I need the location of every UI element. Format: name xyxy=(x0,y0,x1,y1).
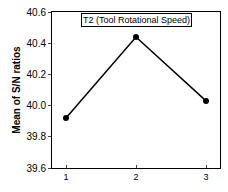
svg-text:1: 1 xyxy=(63,172,68,182)
svg-text:39.6: 39.6 xyxy=(27,163,47,174)
svg-text:3: 3 xyxy=(203,172,208,182)
svg-text:40.6: 40.6 xyxy=(27,7,47,18)
svg-text:40.4: 40.4 xyxy=(27,38,47,49)
svg-text:2: 2 xyxy=(133,172,138,182)
svg-text:T2 (Tool Rotational Speed): T2 (Tool Rotational Speed) xyxy=(83,15,190,25)
svg-text:39.8: 39.8 xyxy=(27,131,47,142)
svg-text:40.2: 40.2 xyxy=(27,69,47,80)
svg-text:Mean of S/N ratios: Mean of S/N ratios xyxy=(11,46,22,134)
svg-text:40.0: 40.0 xyxy=(27,100,47,111)
